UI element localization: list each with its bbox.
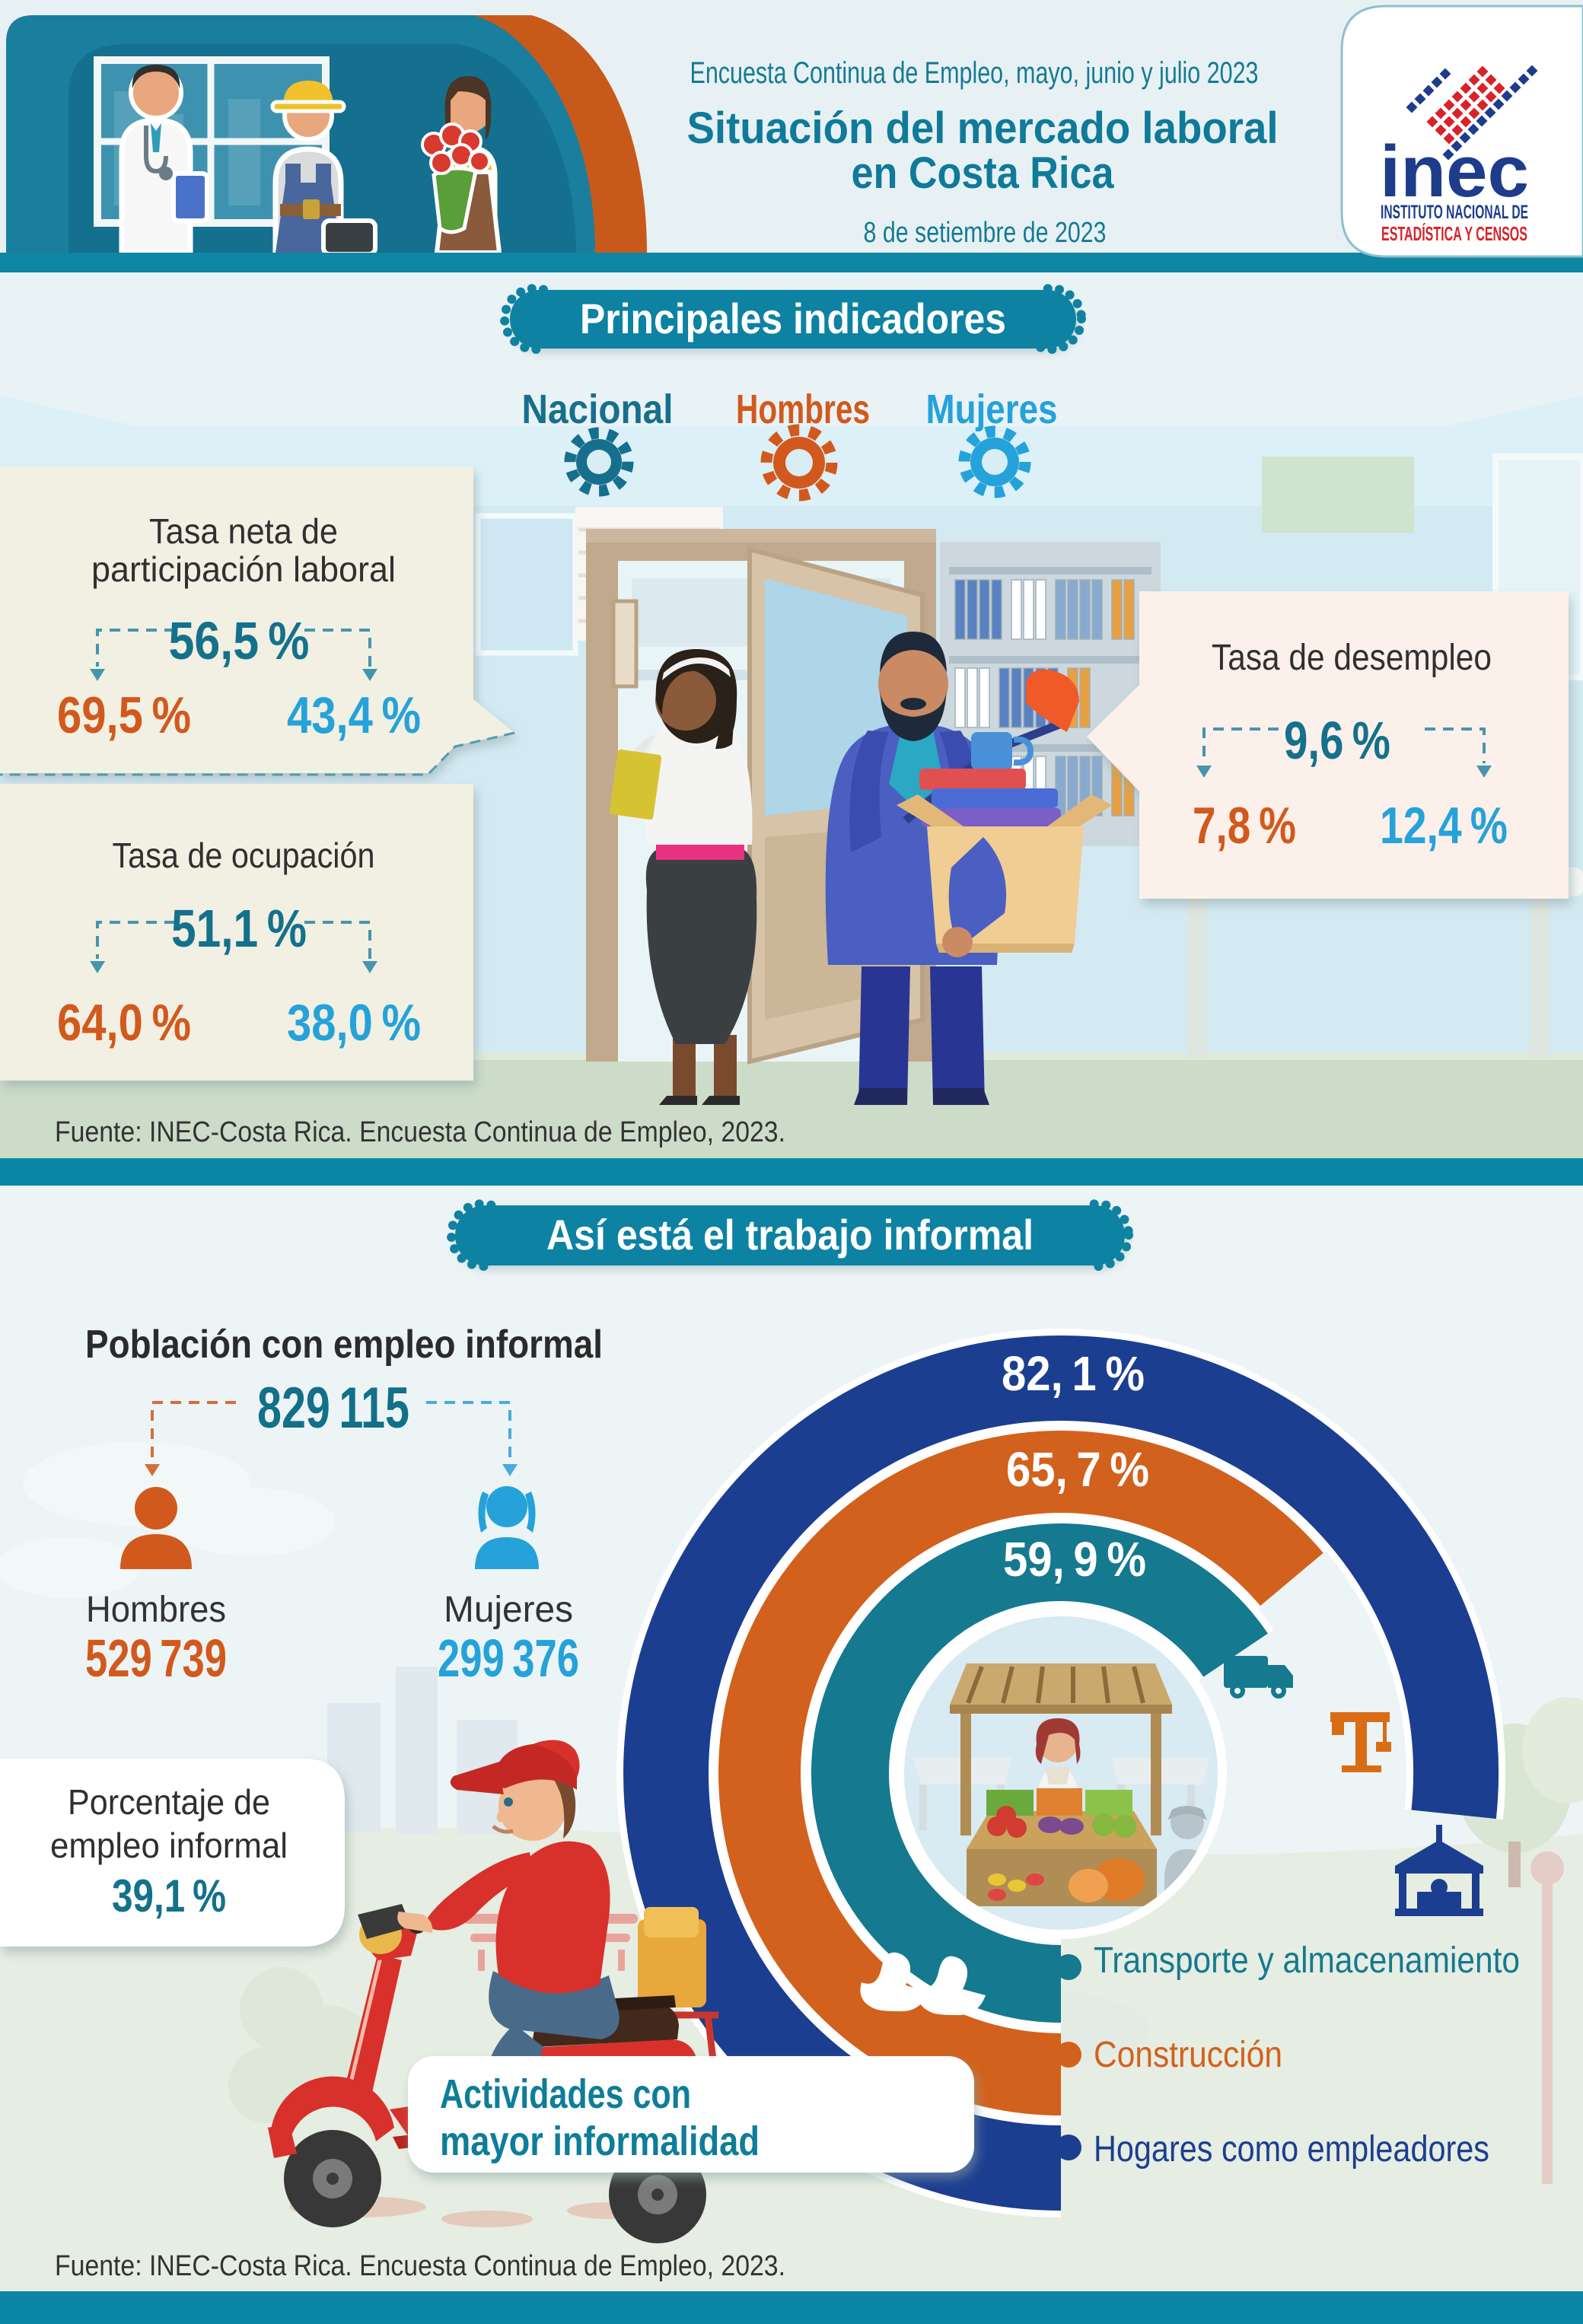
svg-text:empleo informal: empleo informal — [50, 1826, 288, 1865]
svg-text:participación laboral: participación laboral — [91, 549, 396, 589]
svg-text:en Costa Rica: en Costa Rica — [852, 148, 1115, 198]
svg-text:Actividades con: Actividades con — [440, 2071, 691, 2117]
svg-text:Hombres: Hombres — [86, 1590, 226, 1630]
svg-text:Fuente: INEC-Costa Rica. Encue: Fuente: INEC-Costa Rica. Encuesta Contin… — [55, 1116, 785, 1148]
svg-text:Construcción: Construcción — [1094, 2035, 1282, 2075]
svg-text:Encuesta Continua de Empleo, m: Encuesta Continua de Empleo, mayo, junio… — [690, 56, 1259, 90]
svg-text:Hombres: Hombres — [736, 387, 870, 432]
svg-text:INSTITUTO NACIONAL DE: INSTITUTO NACIONAL DE — [1381, 202, 1528, 223]
svg-text:59, 9 %: 59, 9 % — [1003, 1532, 1146, 1587]
svg-text:Hogares como empleadores: Hogares como empleadores — [1094, 2129, 1489, 2170]
svg-text:ESTADÍSTICA Y CENSOS: ESTADÍSTICA Y CENSOS — [1381, 222, 1527, 245]
svg-text:Porcentaje de: Porcentaje de — [68, 1782, 270, 1822]
svg-text:Fuente: INEC-Costa Rica. Encue: Fuente: INEC-Costa Rica. Encuesta Contin… — [55, 2250, 785, 2282]
svg-text:829 115: 829 115 — [257, 1376, 409, 1441]
svg-text:Población con empleo informal: Población con empleo informal — [85, 1323, 603, 1367]
svg-text:64,0 %: 64,0 % — [57, 994, 191, 1052]
svg-text:Situación del mercado laboral: Situación del mercado laboral — [687, 103, 1279, 153]
svg-text:38,0 %: 38,0 % — [287, 994, 421, 1052]
svg-text:inec: inec — [1380, 131, 1529, 212]
svg-text:Tasa neta de: Tasa neta de — [149, 511, 338, 551]
svg-text:8 de setiembre de 2023: 8 de setiembre de 2023 — [864, 217, 1107, 249]
svg-text:7,8 %: 7,8 % — [1193, 797, 1296, 855]
svg-text:82, 1 %: 82, 1 % — [1002, 1346, 1145, 1401]
svg-text:mayor informalidad: mayor informalidad — [440, 2119, 760, 2164]
svg-text:9,6 %: 9,6 % — [1284, 711, 1390, 770]
svg-text:39,1 %: 39,1 % — [112, 1870, 226, 1921]
svg-text:69,5 %: 69,5 % — [57, 686, 191, 744]
svg-text:51,1 %: 51,1 % — [171, 899, 307, 958]
svg-text:65, 7 %: 65, 7 % — [1006, 1442, 1149, 1497]
svg-text:Mujeres: Mujeres — [444, 1590, 573, 1630]
svg-text:Principales indicadores: Principales indicadores — [580, 294, 1006, 342]
svg-text:Tasa de desempleo: Tasa de desempleo — [1212, 638, 1492, 678]
svg-text:299 376: 299 376 — [438, 1628, 579, 1688]
svg-text:529 739: 529 739 — [85, 1628, 227, 1688]
svg-text:Mujeres: Mujeres — [926, 387, 1058, 432]
svg-text:56,5 %: 56,5 % — [169, 611, 310, 670]
svg-text:Tasa de ocupación: Tasa de ocupación — [113, 836, 375, 875]
svg-text:Nacional: Nacional — [522, 387, 674, 432]
svg-text:Así está el trabajo informal: Así está el trabajo informal — [546, 1211, 1034, 1259]
svg-text:Transporte y almacenamiento: Transporte y almacenamiento — [1094, 1940, 1520, 1981]
svg-text:43,4 %: 43,4 % — [287, 686, 421, 744]
svg-text:12,4 %: 12,4 % — [1380, 797, 1508, 855]
